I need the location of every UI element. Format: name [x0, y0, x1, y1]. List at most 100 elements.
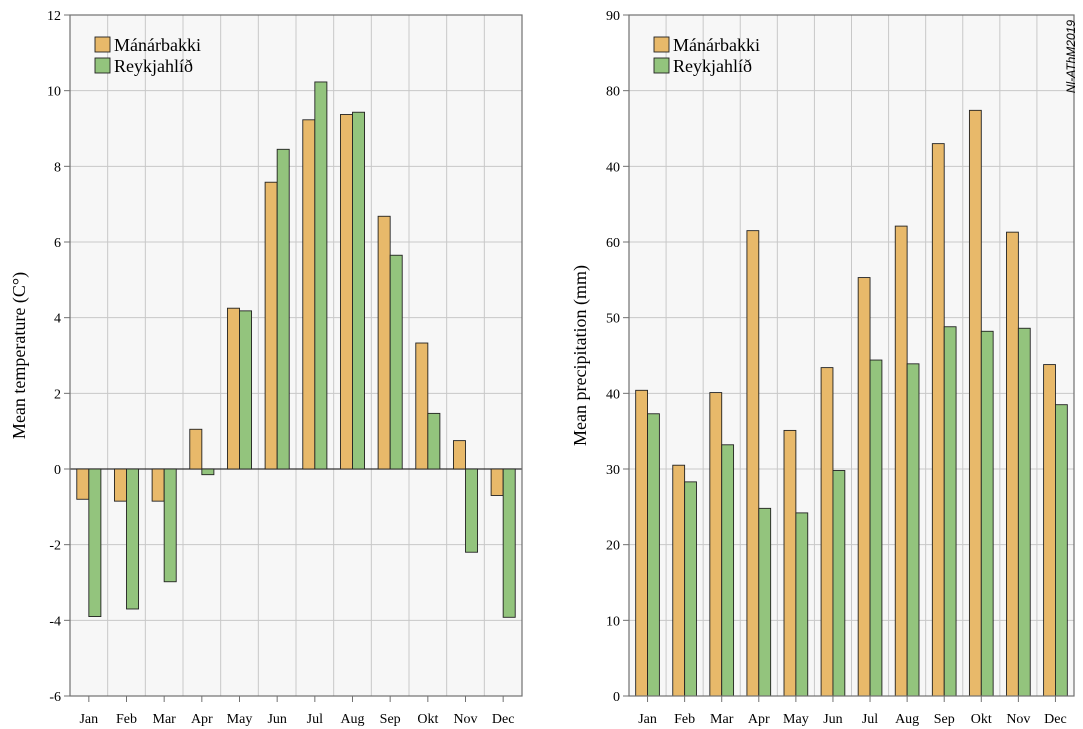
bar: [113, 468, 127, 502]
x-tick-label: May: [783, 712, 809, 727]
bar: [684, 481, 697, 697]
x-tick-label: Jul: [862, 712, 878, 727]
bar: [783, 429, 797, 697]
x-tick-label: Mar: [710, 712, 734, 727]
x-tick-label: May: [227, 712, 253, 727]
x-tick-label: Aug: [895, 712, 919, 727]
bar: [88, 468, 102, 618]
x-tick-label: Nov: [1006, 712, 1030, 727]
bar: [795, 512, 809, 697]
bar: [709, 392, 723, 697]
y-tick-label: 20: [606, 539, 620, 554]
legend-swatch: [653, 36, 670, 53]
bar: [857, 277, 871, 697]
y-tick-label: 50: [606, 312, 620, 327]
bar: [635, 389, 648, 697]
credit-label: Nl-AThM2019: [1064, 20, 1078, 93]
bar: [76, 468, 90, 500]
bar: [968, 109, 982, 697]
bar: [377, 215, 391, 470]
legend-label: Reykjahlíð: [673, 56, 752, 76]
y-tick-label: 90: [606, 9, 620, 24]
bar: [465, 468, 479, 553]
bar: [151, 468, 165, 502]
bar: [239, 310, 253, 470]
y-axis-title: Mean precipitation (mm): [570, 265, 591, 446]
legend-swatch: [653, 57, 670, 74]
bar: [1017, 327, 1031, 697]
y-tick-label: -2: [49, 539, 61, 554]
bar: [276, 148, 290, 470]
x-tick-label: Jan: [638, 712, 657, 727]
y-tick-label: 30: [606, 463, 620, 478]
legend-label: Mánárbakki: [114, 35, 201, 55]
bar: [820, 367, 834, 697]
bar: [201, 468, 215, 476]
bar: [1006, 231, 1019, 697]
bar: [906, 363, 920, 697]
bar: [980, 330, 994, 697]
precipitation-chart: 0 10 20 30 40 50 60 40 80 90 Jan Feb Mar Apr May Jun Jul…: [570, 9, 1075, 727]
bar: [943, 326, 957, 697]
bar: [1055, 404, 1068, 697]
y-tick-label: 40: [606, 160, 620, 175]
temperature-chart: -6 -4 -2 0 2 4 6 8 10 12 Jan Feb Mar Apr May Jun Jul Aug S…: [9, 9, 523, 727]
bar: [314, 81, 328, 470]
bar: [894, 225, 908, 697]
x-tick-label: Jul: [307, 712, 323, 727]
bar: [427, 412, 441, 470]
y-tick-label: 2: [54, 387, 61, 402]
x-tick-label: Jun: [267, 712, 286, 727]
bar: [189, 428, 203, 470]
bar: [869, 359, 883, 697]
bar: [758, 507, 772, 697]
bar: [226, 307, 240, 470]
y-tick-label: 0: [54, 463, 61, 478]
x-tick-label: Sep: [380, 712, 401, 727]
y-tick-label: 80: [606, 85, 620, 100]
x-tick-label: Nov: [453, 712, 477, 727]
bar: [352, 111, 366, 470]
y-tick-label: 12: [47, 9, 61, 24]
x-tick-label: Mar: [153, 712, 177, 727]
x-tick-label: Apr: [191, 712, 213, 727]
bar: [415, 342, 429, 470]
x-tick-label: Dec: [1044, 712, 1067, 727]
x-tick-label: Jun: [823, 712, 842, 727]
x-tick-label: Sep: [934, 712, 955, 727]
x-tick-label: Okt: [417, 712, 438, 727]
bar: [126, 468, 140, 610]
bar: [264, 181, 278, 470]
y-tick-label: -6: [49, 690, 61, 705]
y-tick-label: 10: [606, 614, 620, 629]
bar: [502, 468, 516, 618]
legend-label: Reykjahlíð: [114, 56, 193, 76]
y-tick-label: 40: [606, 387, 620, 402]
bar: [672, 464, 686, 697]
legend-swatch: [94, 57, 111, 74]
x-tick-label: Aug: [340, 712, 364, 727]
bar: [1043, 364, 1056, 697]
y-tick-label: 4: [54, 312, 61, 327]
y-tick-label: 60: [606, 236, 620, 251]
plot-frame: [69, 14, 523, 697]
x-tick-label: Okt: [971, 712, 992, 727]
bar: [746, 230, 760, 697]
y-tick-label: 10: [47, 85, 61, 100]
bar: [389, 254, 403, 470]
bar: [163, 468, 177, 583]
bar: [721, 444, 735, 697]
x-tick-label: Dec: [492, 712, 515, 727]
bar: [452, 440, 466, 470]
y-tick-label: 8: [54, 160, 61, 175]
bar: [490, 468, 504, 496]
y-tick-label: 0: [613, 690, 620, 705]
legend-swatch: [94, 36, 111, 53]
bar: [302, 119, 316, 470]
x-tick-label: Jan: [79, 712, 98, 727]
legend-label: Mánárbakki: [673, 35, 760, 55]
bar: [339, 114, 353, 470]
y-tick-label: -4: [49, 614, 61, 629]
y-axis-title: Mean temperature (C°): [9, 272, 30, 439]
